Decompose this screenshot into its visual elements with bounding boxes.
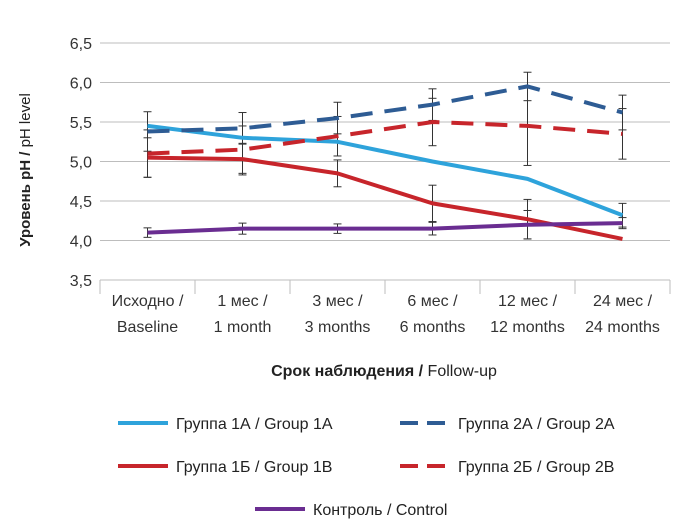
y-tick-label: 5,5 bbox=[70, 115, 92, 132]
y-axis-label: Уровень pH / pH level bbox=[17, 93, 34, 247]
error-bars bbox=[143, 71, 627, 240]
x-tick-label: 24 мес /24 months bbox=[585, 293, 660, 336]
x-tick-label: 3 мес /3 months bbox=[305, 293, 371, 336]
legend-entry: Контроль / Control bbox=[313, 502, 447, 519]
legend-entry: Группа 2Б / Group 2B bbox=[458, 459, 614, 476]
y-tick-labels: 6,5 6,0 5,5 5,0 4,5 4,0 3,5 bbox=[70, 36, 92, 290]
legend-entry: Группа 2А / Group 2A bbox=[458, 416, 615, 433]
y-tick-label: 4,0 bbox=[70, 234, 92, 251]
error-bar bbox=[238, 125, 247, 174]
series-line-4 bbox=[147, 120, 623, 156]
series-line-2 bbox=[147, 84, 624, 134]
grid-lines bbox=[99, 42, 671, 294]
x-tick-labels: Исходно / Baseline 1 мес /1 month 3 мес /3 … bbox=[112, 293, 660, 336]
legend: Группа 1А / Group 1A Группа 2А / Group 2A… bbox=[118, 416, 615, 519]
y-tick-label: 3,5 bbox=[70, 273, 92, 290]
y-tick-label: 5,0 bbox=[70, 155, 92, 172]
y-tick-label: 4,5 bbox=[70, 194, 92, 211]
x-tick-label: 6 мес /6 months bbox=[400, 293, 466, 336]
series-line-1 bbox=[147, 123, 624, 218]
y-tick-label: 6,0 bbox=[70, 76, 92, 93]
series-line-5 bbox=[147, 221, 623, 235]
x-tick-label: 1 мес /1 month bbox=[214, 293, 272, 336]
legend-entry: Группа 1Б / Group 1B bbox=[176, 459, 332, 476]
x-axis-label: Срок наблюдения / Follow-up bbox=[271, 363, 497, 380]
x-tick-label: Исходно / Baseline bbox=[112, 293, 184, 336]
legend-entry: Группа 1А / Group 1A bbox=[176, 416, 333, 433]
x-tick-label: 12 мес /12 months bbox=[490, 293, 565, 336]
y-tick-label: 6,5 bbox=[70, 36, 92, 53]
series-lines bbox=[147, 84, 624, 241]
